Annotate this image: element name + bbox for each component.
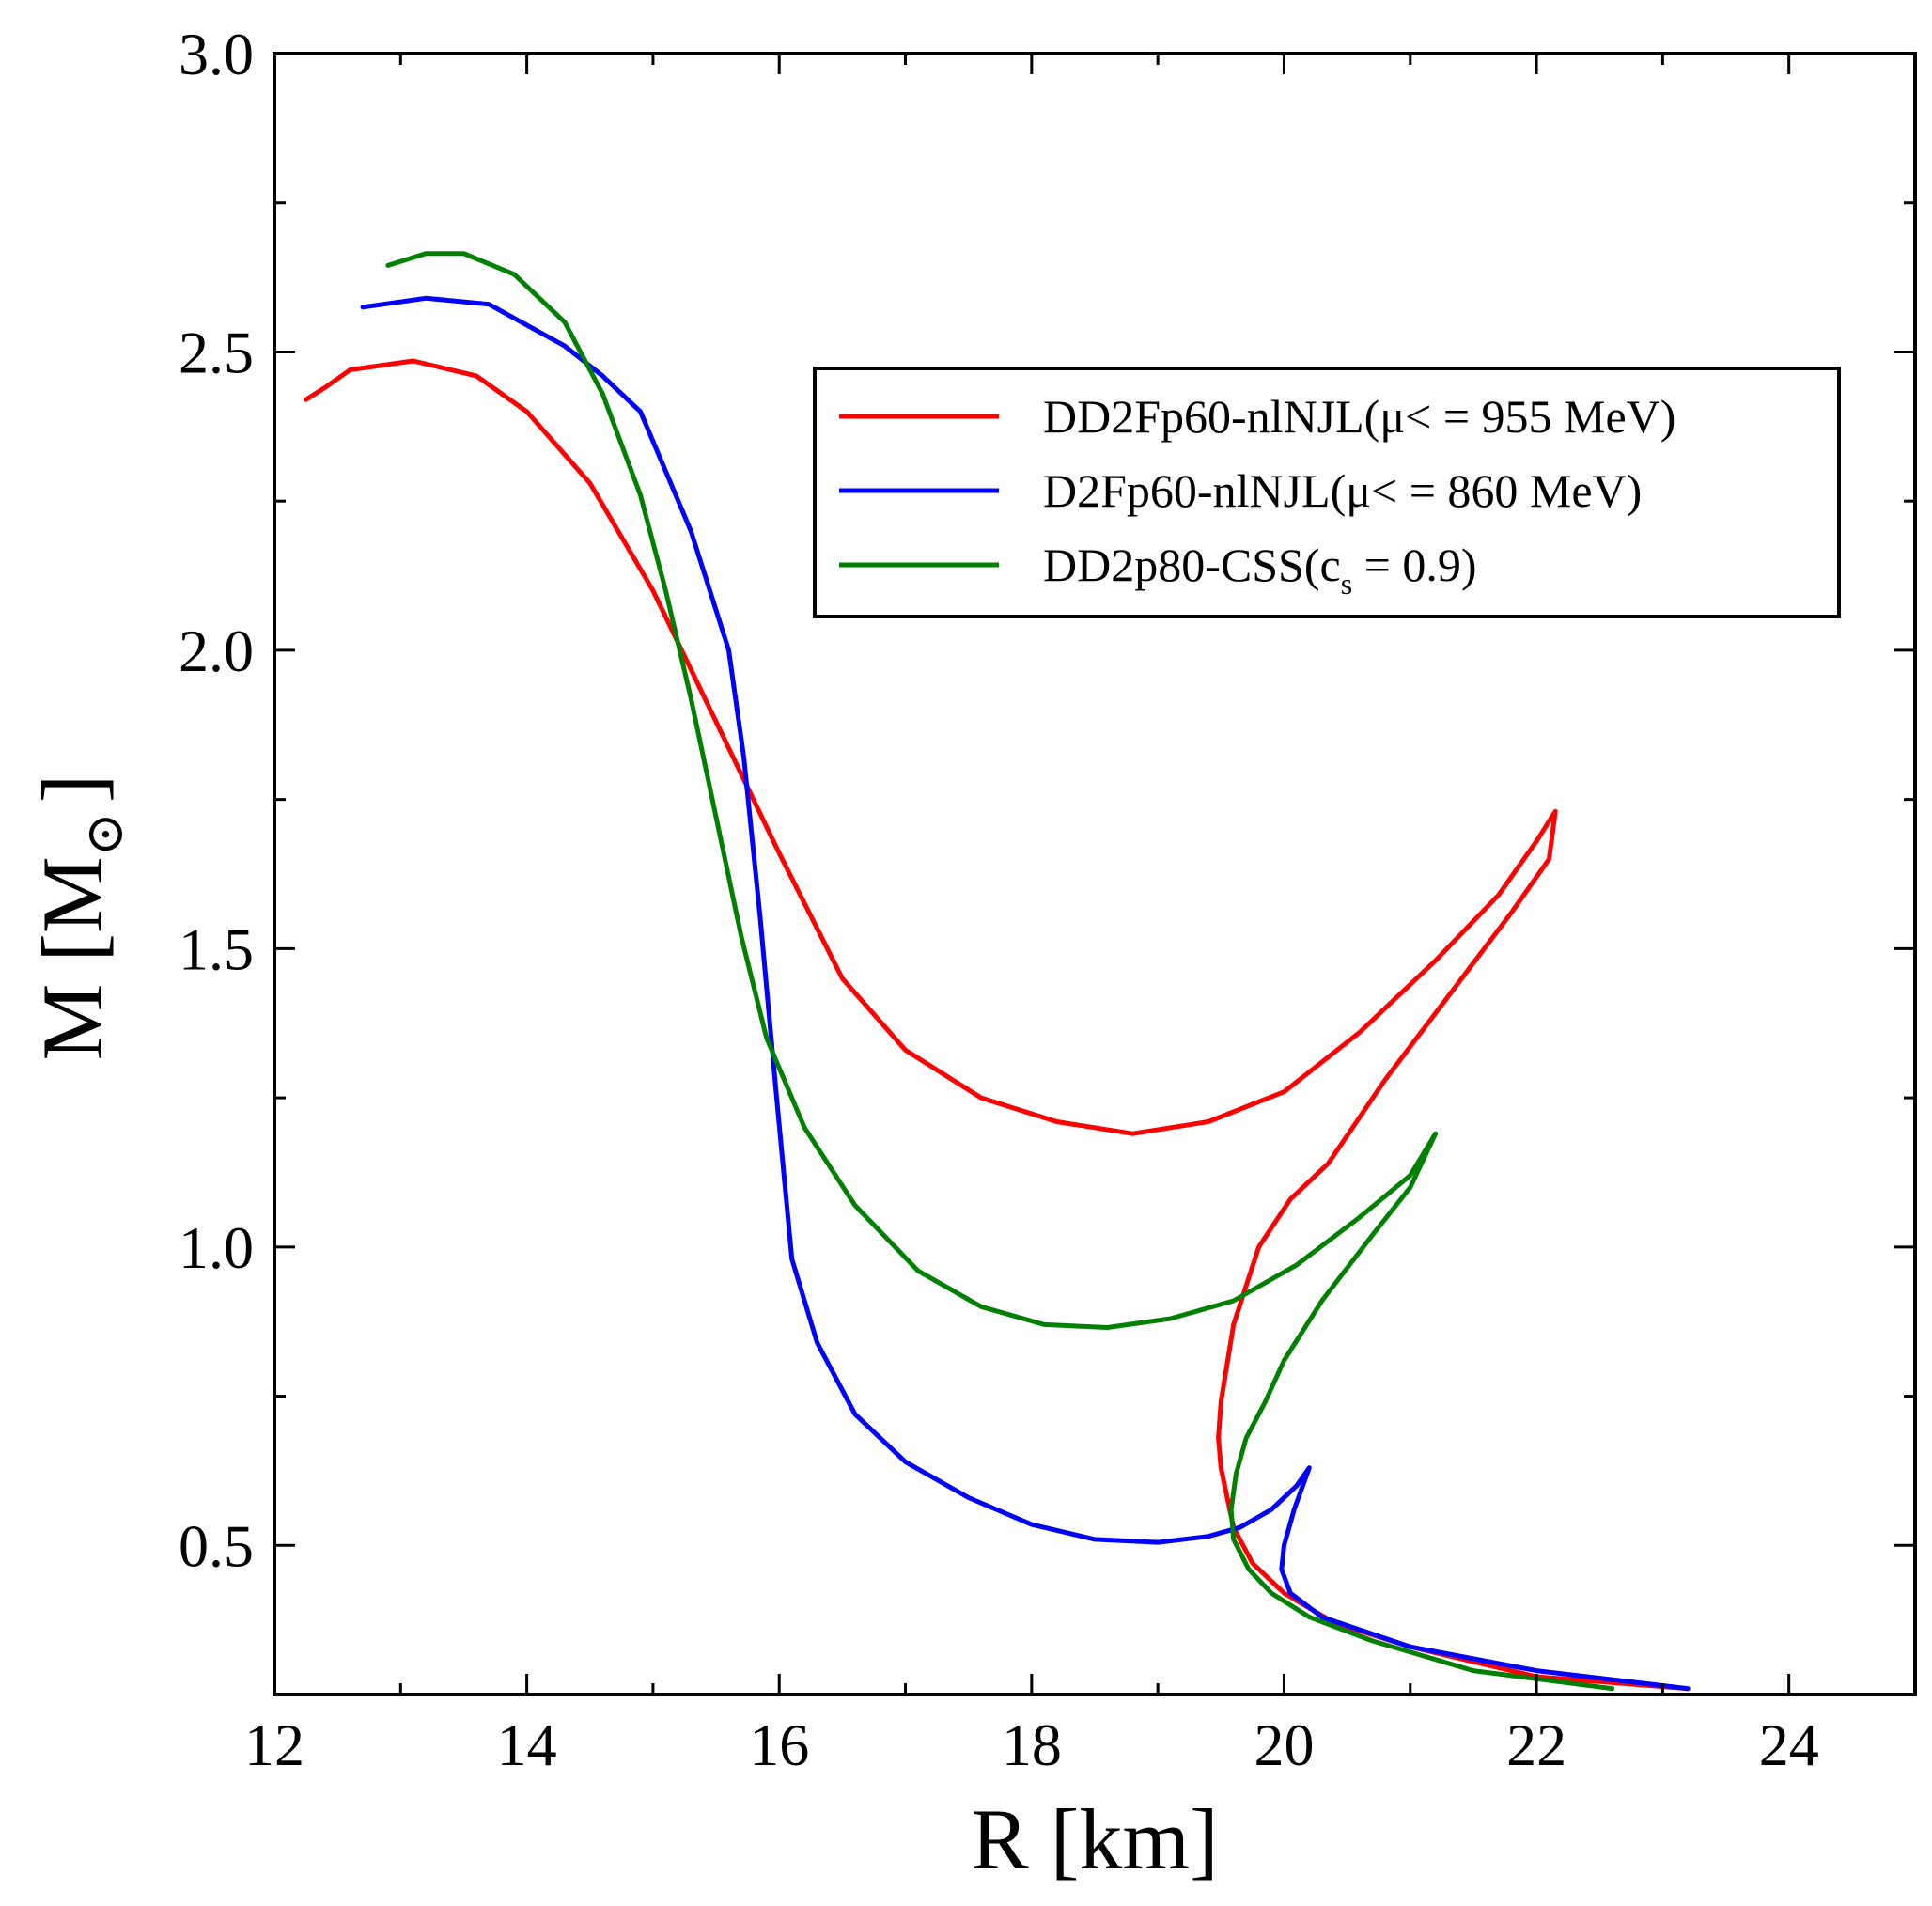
x-tick-label: 12 [244,1711,304,1778]
legend-label-green: DD2p80-CSS(cs = 0.9) [1043,539,1477,601]
legend-label-red: DD2Fp60-nlNJL(μ< = 955 MeV) [1043,390,1675,443]
x-tick-label: 14 [497,1711,557,1778]
y-axis-title-main: M [M [24,856,120,1060]
y-tick-label: 3.0 [179,21,254,87]
series-line-1 [360,295,1690,1692]
y-tick-label: 0.5 [179,1512,254,1579]
x-axis-title: R [km] [971,1791,1218,1887]
plot-frame [273,52,1917,1696]
y-axis-title: M [M⊙] [24,774,134,1061]
y-axis-title-close: ] [24,774,120,804]
x-tick-label: 18 [1002,1711,1062,1778]
y-tick-label: 2.5 [179,319,254,385]
x-tick-labels: 12 14 16 18 20 22 24 [244,1711,1819,1778]
legend-label-blue: D2Fp60-nlNJL(μ< = 860 MeV) [1043,464,1642,517]
y-tick-label: 1.5 [179,915,254,982]
svg-text:M [M⊙]: M [M⊙] [24,774,134,1061]
legend-label-green-main: DD2p80-CSS(c [1043,539,1341,591]
y-axis-title-subscript: ⊙ [76,812,134,856]
tick-layer [273,52,1917,1696]
series-layer [304,251,1690,1692]
y-tick-label: 1.0 [179,1214,254,1281]
legend-label-red-main: DD2Fp60-nlNJL(μ< = 955 MeV) [1043,390,1675,443]
legend-label-green-tail: = 0.9) [1352,539,1476,591]
y-tick-label: 2.0 [179,617,254,684]
x-tick-label: 22 [1506,1711,1566,1778]
series-line-2 [385,251,1615,1692]
y-tick-labels: 0.5 1.0 1.5 2.0 2.5 3.0 [179,21,254,1579]
legend: DD2Fp60-nlNJL(μ< = 955 MeV) D2Fp60-nlNJL… [813,367,1841,618]
legend-label-blue-main: D2Fp60-nlNJL(μ< = 860 MeV) [1043,464,1642,517]
x-tick-label: 20 [1254,1711,1314,1778]
legend-label-green-subscript: s [1341,567,1352,601]
x-tick-label: 16 [749,1711,809,1778]
x-tick-label: 24 [1759,1711,1819,1778]
